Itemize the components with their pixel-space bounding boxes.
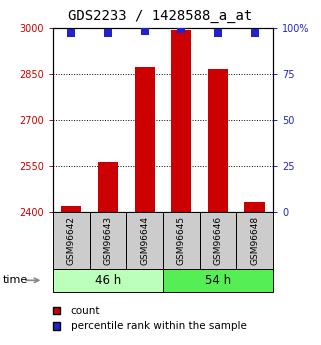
Text: GDS2233 / 1428588_a_at: GDS2233 / 1428588_a_at [68,9,253,22]
Point [69,30,74,36]
Text: count: count [71,306,100,315]
Text: time: time [3,275,29,285]
FancyBboxPatch shape [200,212,236,269]
FancyBboxPatch shape [53,269,163,292]
Text: GSM96648: GSM96648 [250,216,259,265]
FancyBboxPatch shape [163,212,200,269]
Bar [208,69,228,212]
Point [142,29,147,34]
Text: GSM96646: GSM96646 [213,216,222,265]
Text: GSM96643: GSM96643 [103,216,112,265]
Bar [171,30,191,212]
Point [105,30,110,36]
Bar [245,202,265,212]
Text: GSM96644: GSM96644 [140,216,149,265]
Text: GSM96645: GSM96645 [177,216,186,265]
FancyBboxPatch shape [53,212,90,269]
Point [215,30,221,36]
Text: 46 h: 46 h [95,274,121,287]
FancyBboxPatch shape [236,212,273,269]
Text: GSM96642: GSM96642 [67,216,76,265]
FancyBboxPatch shape [126,212,163,269]
Point [179,27,184,32]
Text: 54 h: 54 h [205,274,231,287]
FancyBboxPatch shape [90,212,126,269]
FancyBboxPatch shape [163,269,273,292]
Bar [61,206,81,212]
Text: percentile rank within the sample: percentile rank within the sample [71,321,247,331]
Bar [98,162,118,212]
Point [252,30,257,36]
Bar [134,67,155,212]
